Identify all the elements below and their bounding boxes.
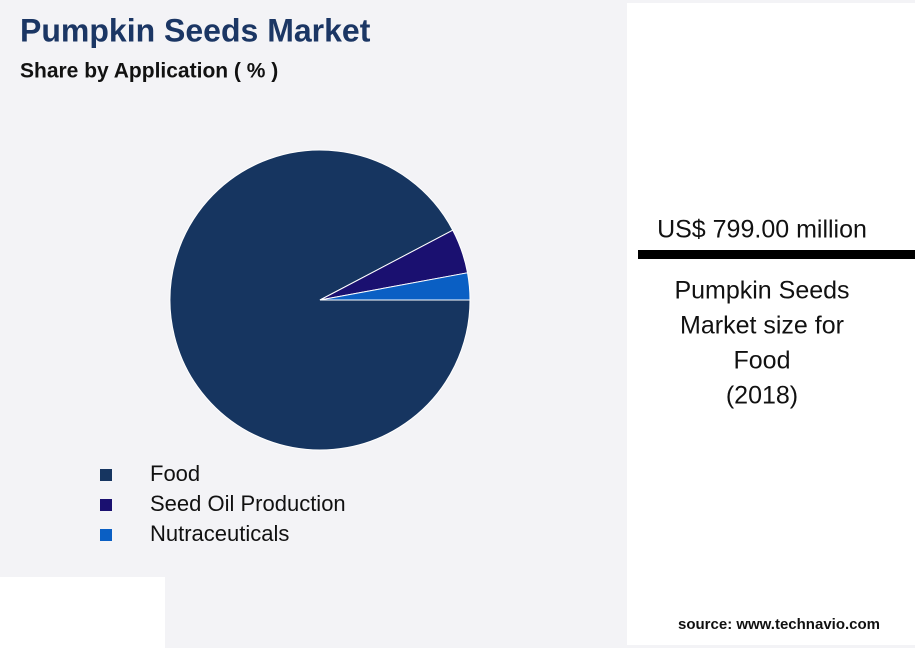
legend-label: Nutraceuticals (150, 521, 289, 546)
pie-slice (169, 149, 471, 451)
panel-caption-line: Market size for (680, 312, 844, 340)
panel-caption-line: Pumpkin Seeds (674, 277, 849, 305)
source: source: www.technavio.com (678, 616, 880, 633)
panel-caption-line: Food (734, 347, 791, 375)
legend-swatch (100, 469, 112, 481)
panel-caption-line: (2018) (726, 382, 798, 410)
legend-swatch (100, 529, 112, 541)
corner-panel (0, 577, 165, 648)
pie-slice (319, 272, 471, 301)
legend-label: Food (150, 461, 200, 486)
side-panel (627, 3, 915, 645)
panel-value: US$ 799.00 million (657, 216, 867, 244)
chart-subtitle: Share by Application ( % ) (20, 60, 278, 83)
legend: Food Seed Oil Production Nutraceuticals (100, 461, 346, 546)
legend-label: Seed Oil Production (150, 491, 346, 516)
panel-divider (638, 250, 915, 259)
pie (169, 149, 471, 451)
panel-caption: Pumpkin Seeds Market size for Food (2018) (674, 277, 849, 410)
legend-swatch (100, 499, 112, 511)
chart-title: Pumpkin Seeds Market (20, 12, 371, 48)
